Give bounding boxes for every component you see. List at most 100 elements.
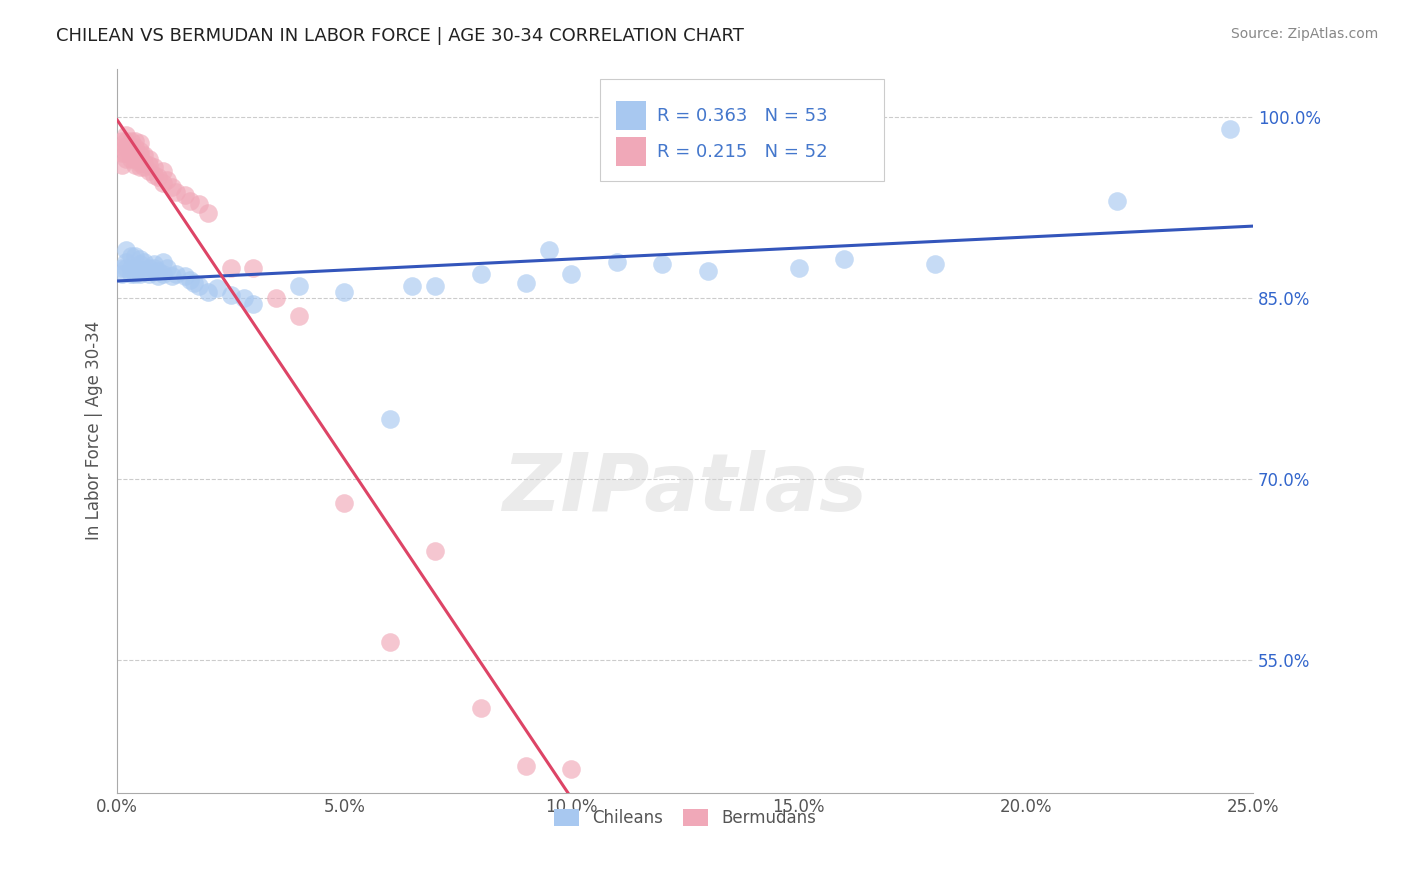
Point [111, 140, 134, 154]
Point [924, 257, 946, 271]
Point [124, 134, 146, 148]
Point [124, 158, 146, 172]
Point [288, 309, 311, 323]
Point [333, 496, 356, 510]
Legend: Chileans, Bermudans: Chileans, Bermudans [546, 800, 824, 835]
Text: R = 0.215   N = 52: R = 0.215 N = 52 [657, 143, 827, 161]
Point [142, 161, 165, 175]
Point [111, 260, 134, 275]
Point [115, 128, 138, 142]
Point [124, 152, 146, 166]
Text: CHILEAN VS BERMUDAN IN LABOR FORCE | AGE 30-34 CORRELATION CHART: CHILEAN VS BERMUDAN IN LABOR FORCE | AGE… [56, 27, 744, 45]
Point [515, 277, 537, 291]
Point [134, 161, 156, 175]
Point [188, 196, 211, 211]
Point [120, 249, 142, 263]
Point [115, 152, 138, 166]
Point [134, 263, 156, 277]
FancyBboxPatch shape [616, 101, 647, 130]
Point [115, 254, 138, 268]
Point [174, 269, 197, 284]
Point [146, 264, 169, 278]
Point [264, 291, 287, 305]
Point [470, 701, 492, 715]
Point [120, 152, 142, 166]
Point [156, 172, 179, 186]
Point [205, 281, 228, 295]
Point [111, 267, 134, 281]
Point [115, 146, 138, 161]
Point [242, 260, 264, 275]
Point [152, 176, 174, 190]
Point [197, 206, 219, 220]
Point [333, 285, 356, 299]
Point [129, 252, 152, 267]
Point [129, 257, 152, 271]
Point [425, 544, 447, 558]
Point [120, 140, 142, 154]
Point [219, 288, 242, 302]
Text: ZIPatlas: ZIPatlas [502, 450, 868, 527]
Point [120, 267, 142, 281]
Point [188, 278, 211, 293]
Point [515, 759, 537, 773]
Point [183, 277, 205, 291]
Point [160, 269, 183, 284]
Point [120, 146, 142, 161]
Point [129, 161, 152, 175]
Point [124, 260, 146, 275]
Point [1219, 121, 1241, 136]
Point [606, 254, 628, 268]
Point [470, 267, 492, 281]
Point [146, 170, 169, 185]
Point [165, 267, 187, 281]
Point [134, 155, 156, 169]
Point [129, 144, 152, 158]
Point [111, 146, 134, 161]
Point [233, 291, 256, 305]
Point [124, 140, 146, 154]
Point [425, 278, 447, 293]
Point [152, 254, 174, 268]
Point [219, 260, 242, 275]
Text: Source: ZipAtlas.com: Source: ZipAtlas.com [1230, 27, 1378, 41]
Point [129, 136, 152, 151]
Point [378, 634, 401, 648]
Point [165, 185, 187, 199]
Point [129, 155, 152, 169]
Point [115, 140, 138, 154]
Point [651, 257, 673, 271]
Point [111, 134, 134, 148]
FancyBboxPatch shape [616, 137, 647, 166]
Point [288, 278, 311, 293]
Point [138, 267, 160, 281]
Point [124, 267, 146, 281]
Point [138, 164, 160, 178]
Point [179, 273, 201, 287]
Point [115, 260, 138, 275]
Point [142, 257, 165, 271]
Point [560, 762, 582, 776]
Point [1105, 194, 1128, 209]
Point [696, 264, 718, 278]
Point [111, 158, 134, 172]
Point [146, 269, 169, 284]
Point [115, 243, 138, 257]
Point [179, 194, 201, 209]
Point [120, 260, 142, 275]
Point [174, 188, 197, 202]
Point [787, 260, 810, 275]
Point [115, 134, 138, 148]
Point [832, 252, 855, 267]
Point [156, 260, 179, 275]
Point [134, 148, 156, 162]
Point [124, 249, 146, 263]
Point [129, 148, 152, 162]
Point [152, 164, 174, 178]
Point [401, 278, 423, 293]
Point [120, 134, 142, 148]
Point [142, 260, 165, 275]
Point [138, 152, 160, 166]
Point [560, 267, 582, 281]
Point [537, 243, 560, 257]
